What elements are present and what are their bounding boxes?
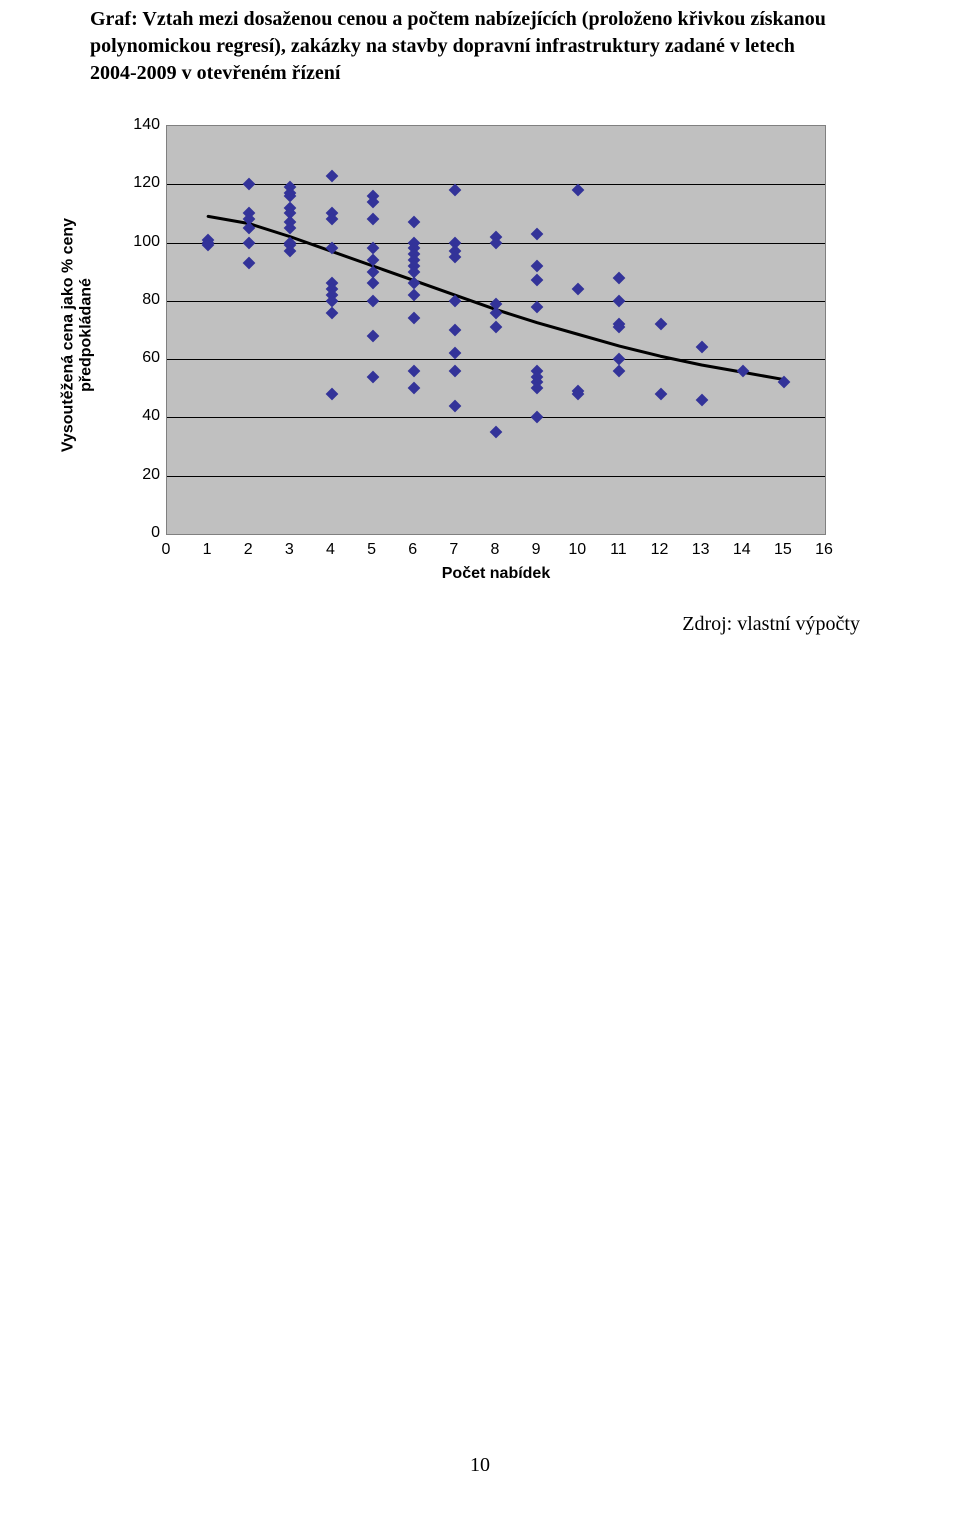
title-line-3: 2004-2009 v otevřeném řízení (90, 62, 340, 84)
chart-title: Graf: Vztah mezi dosaženou cenou a počte… (90, 0, 870, 87)
title-line-2: polynomickou regresí), zakázky na stavby… (90, 35, 795, 57)
y-axis-label: Vysoutěžená cena jako % ceny předpokláda… (60, 218, 97, 452)
x-tick-label: 9 (532, 541, 541, 559)
plot-area (166, 125, 826, 535)
grid-line (167, 359, 825, 360)
x-tick-label: 6 (408, 541, 417, 559)
x-tick-label: 7 (449, 541, 458, 559)
x-tick-label: 12 (651, 541, 669, 559)
x-tick-label: 1 (203, 541, 212, 559)
x-tick-label: 14 (733, 541, 751, 559)
title-line-1: Graf: Vztah mezi dosaženou cenou a počte… (90, 8, 826, 30)
x-tick-label: 2 (244, 541, 253, 559)
y-tick-label: 40 (104, 407, 160, 425)
y-tick-label: 140 (104, 116, 160, 134)
x-axis-label: Počet nabídek (166, 565, 826, 583)
x-tick-label: 16 (815, 541, 833, 559)
grid-line (167, 476, 825, 477)
y-tick-label: 100 (104, 233, 160, 251)
scatter-chart: Vysoutěžená cena jako % ceny předpokláda… (90, 115, 870, 595)
x-tick-label: 4 (326, 541, 335, 559)
x-tick-label: 10 (568, 541, 586, 559)
x-tick-label: 3 (285, 541, 294, 559)
x-tick-label: 13 (692, 541, 710, 559)
y-tick-label: 120 (104, 174, 160, 192)
y-tick-label: 80 (104, 291, 160, 309)
y-tick-label: 0 (104, 524, 160, 542)
y-tick-label: 20 (104, 466, 160, 484)
x-tick-label: 8 (491, 541, 500, 559)
y-tick-label: 60 (104, 349, 160, 367)
source-text: Zdroj: vlastní výpočty (90, 613, 870, 636)
x-tick-label: 11 (610, 541, 627, 559)
x-tick-label: 15 (774, 541, 792, 559)
page-number: 10 (0, 1454, 960, 1477)
grid-line (167, 417, 825, 418)
x-tick-label: 5 (367, 541, 376, 559)
grid-line (167, 184, 825, 185)
x-tick-label: 0 (162, 541, 171, 559)
